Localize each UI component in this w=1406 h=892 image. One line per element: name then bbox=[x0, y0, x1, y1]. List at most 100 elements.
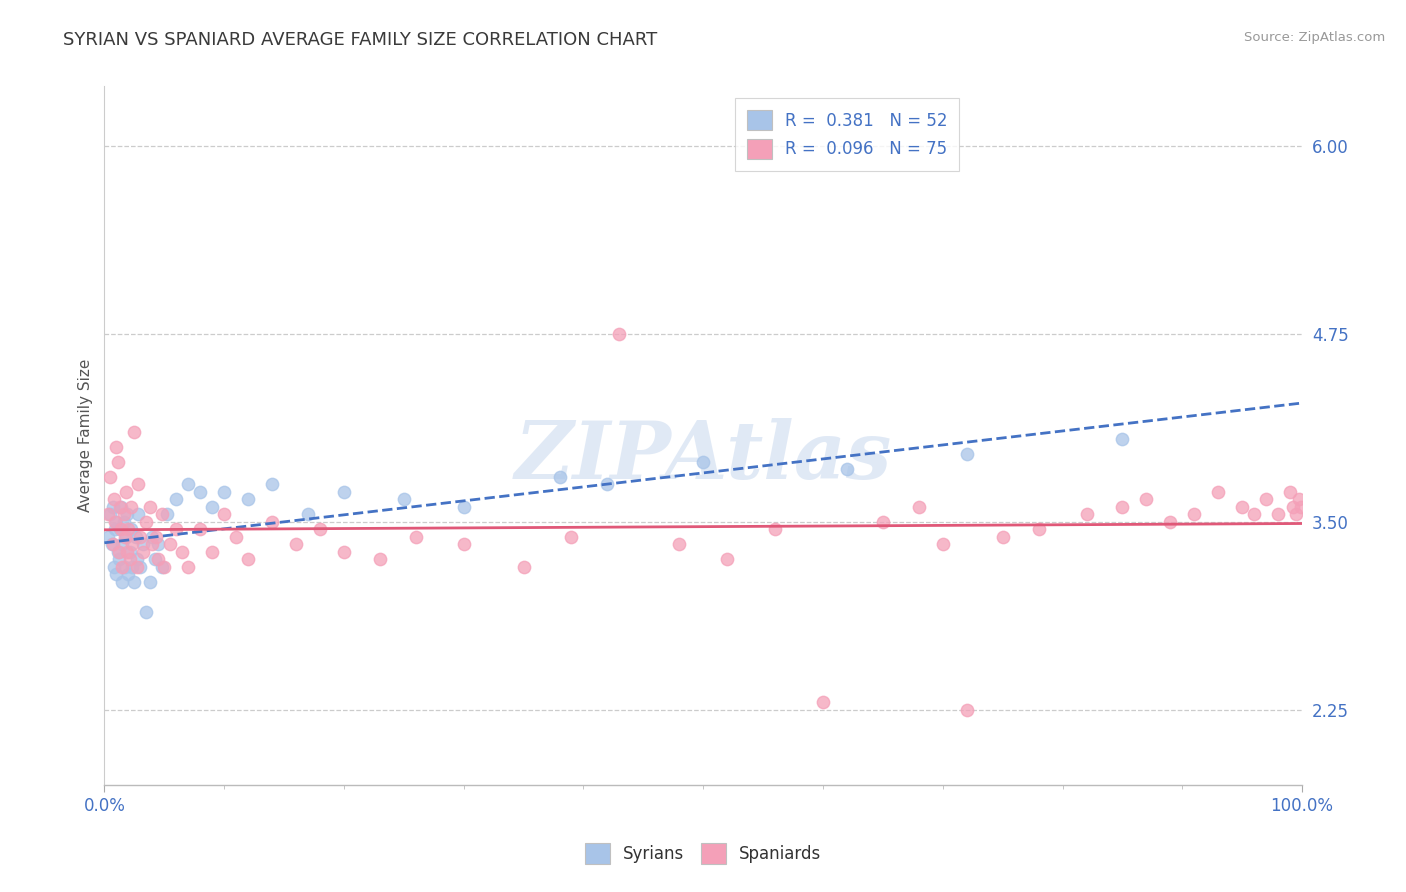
Point bbox=[108, 500, 131, 514]
Point bbox=[668, 537, 690, 551]
Point bbox=[165, 492, 187, 507]
Point bbox=[188, 484, 211, 499]
Y-axis label: Average Family Size: Average Family Size bbox=[79, 359, 93, 512]
Point bbox=[188, 523, 211, 537]
Legend: R =  0.381   N = 52, R =  0.096   N = 75: R = 0.381 N = 52, R = 0.096 N = 75 bbox=[735, 98, 959, 170]
Text: Source: ZipAtlas.com: Source: ZipAtlas.com bbox=[1244, 31, 1385, 45]
Point bbox=[932, 537, 955, 551]
Point bbox=[145, 530, 167, 544]
Point bbox=[1267, 508, 1289, 522]
Point bbox=[1182, 508, 1205, 522]
Point bbox=[97, 530, 120, 544]
Point bbox=[131, 537, 153, 551]
Point bbox=[118, 545, 141, 559]
Point bbox=[129, 530, 152, 544]
Point bbox=[609, 327, 631, 342]
Point bbox=[596, 477, 619, 491]
Point bbox=[98, 470, 121, 484]
Point bbox=[120, 523, 142, 537]
Point bbox=[104, 515, 127, 529]
Point bbox=[107, 455, 129, 469]
Point bbox=[103, 560, 125, 574]
Point bbox=[105, 515, 128, 529]
Point bbox=[212, 508, 235, 522]
Point bbox=[333, 484, 356, 499]
Point bbox=[156, 508, 179, 522]
Point bbox=[297, 508, 319, 522]
Point bbox=[991, 530, 1014, 544]
Point bbox=[172, 545, 194, 559]
Point bbox=[453, 500, 475, 514]
Point bbox=[956, 447, 979, 461]
Point bbox=[1243, 508, 1265, 522]
Point bbox=[125, 552, 148, 566]
Point bbox=[114, 530, 136, 544]
Point bbox=[139, 500, 162, 514]
Point bbox=[1076, 508, 1098, 522]
Point bbox=[148, 552, 170, 566]
Point bbox=[127, 508, 149, 522]
Point bbox=[512, 560, 534, 574]
Point bbox=[107, 545, 129, 559]
Point bbox=[285, 537, 308, 551]
Point bbox=[115, 484, 138, 499]
Point bbox=[159, 537, 181, 551]
Point bbox=[98, 508, 121, 522]
Point bbox=[872, 515, 894, 529]
Point bbox=[153, 560, 176, 574]
Point bbox=[105, 440, 128, 454]
Point bbox=[236, 492, 259, 507]
Point bbox=[392, 492, 415, 507]
Point bbox=[177, 560, 200, 574]
Point bbox=[100, 537, 122, 551]
Point bbox=[115, 508, 138, 522]
Point bbox=[150, 560, 173, 574]
Point bbox=[143, 552, 166, 566]
Point bbox=[1028, 523, 1050, 537]
Point bbox=[97, 508, 120, 522]
Point bbox=[101, 500, 124, 514]
Point bbox=[111, 537, 134, 551]
Point bbox=[453, 537, 475, 551]
Point bbox=[835, 462, 858, 476]
Point bbox=[309, 523, 332, 537]
Point bbox=[165, 523, 187, 537]
Point bbox=[1279, 484, 1302, 499]
Point bbox=[110, 523, 132, 537]
Point bbox=[236, 552, 259, 566]
Point bbox=[560, 530, 582, 544]
Point bbox=[368, 552, 391, 566]
Point bbox=[1135, 492, 1157, 507]
Point bbox=[1232, 500, 1254, 514]
Point bbox=[763, 523, 786, 537]
Point bbox=[139, 574, 162, 589]
Point bbox=[150, 508, 173, 522]
Point bbox=[124, 425, 146, 439]
Point bbox=[112, 508, 135, 522]
Point bbox=[225, 530, 247, 544]
Point bbox=[124, 574, 146, 589]
Point bbox=[262, 477, 284, 491]
Point bbox=[135, 605, 157, 619]
Text: ZIPAtlas: ZIPAtlas bbox=[515, 417, 891, 495]
Point bbox=[108, 523, 131, 537]
Point bbox=[692, 455, 714, 469]
Point bbox=[1111, 433, 1133, 447]
Point bbox=[117, 523, 139, 537]
Point bbox=[107, 552, 129, 566]
Point bbox=[118, 552, 141, 566]
Legend: Syrians, Spaniards: Syrians, Spaniards bbox=[578, 837, 828, 871]
Point bbox=[548, 470, 571, 484]
Point bbox=[201, 545, 224, 559]
Point bbox=[908, 500, 931, 514]
Point bbox=[1256, 492, 1278, 507]
Point bbox=[1111, 500, 1133, 514]
Point bbox=[103, 492, 125, 507]
Point bbox=[141, 537, 163, 551]
Point bbox=[115, 530, 138, 544]
Point bbox=[1288, 492, 1310, 507]
Point bbox=[129, 560, 152, 574]
Point bbox=[1206, 484, 1229, 499]
Point bbox=[121, 537, 143, 551]
Point bbox=[716, 552, 738, 566]
